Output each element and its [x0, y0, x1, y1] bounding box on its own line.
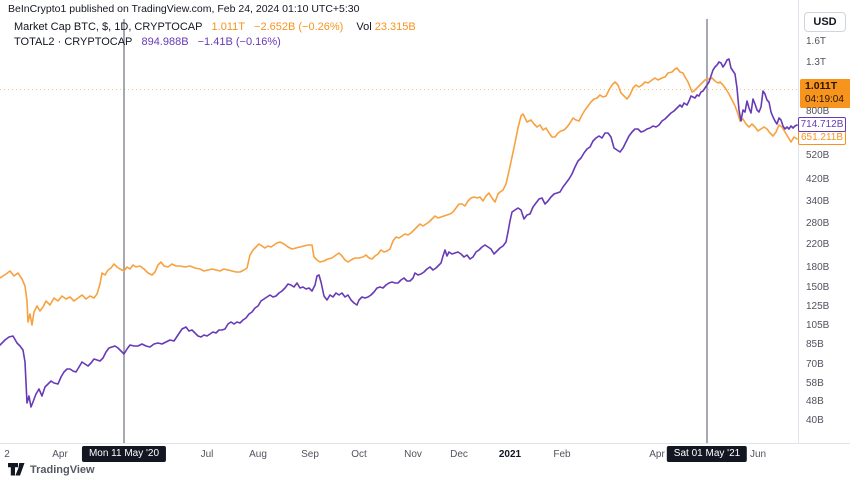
currency-toggle-button[interactable]: USD — [804, 12, 846, 32]
time-tick-Jun: Jun — [749, 449, 767, 460]
time-tick-Feb: Feb — [553, 449, 571, 460]
time-tick-Apr: Apr — [52, 449, 68, 460]
price-tick-125B: 125B — [806, 301, 830, 312]
last-price-value: 1.011T — [805, 80, 838, 92]
time-tick-Nov: Nov — [404, 449, 422, 460]
price-tick-280B: 280B — [806, 218, 830, 229]
time-tick-Aug: Aug — [249, 449, 267, 460]
price-tick-85B: 85B — [806, 339, 824, 350]
price-tick-180B: 180B — [806, 262, 830, 273]
price-tick-70B: 70B — [806, 359, 824, 370]
time-tick-Dec: Dec — [450, 449, 468, 460]
series-line-market-cap-btc — [0, 67, 798, 326]
series-line-total2 — [0, 58, 798, 408]
price-tick-150B: 150B — [806, 282, 830, 293]
series-title-total2[interactable]: TOTAL2 · CRYPTOCAP — [14, 36, 133, 48]
price-tick-340B: 340B — [806, 196, 830, 207]
price-tick-48B: 48B — [806, 396, 824, 407]
legend-row-btc: Market Cap BTC, $, 1D, CRYPTOCAP 1.011T … — [14, 21, 416, 33]
volume-value: 23.315B — [374, 21, 416, 33]
tradingview-logo-text: TradingView — [30, 463, 95, 476]
time-tick-Apr: Apr — [649, 449, 665, 460]
time-tick-Sep: Sep — [301, 449, 319, 460]
chart-canvas[interactable] — [0, 0, 798, 443]
price-tick-1.3T: 1.3T — [806, 57, 827, 68]
price-tick-220B: 220B — [806, 239, 830, 250]
price-badge-total2: 714.712B — [798, 117, 846, 132]
time-tick-Jul: Jul — [200, 449, 214, 460]
time-tick-Oct: Oct — [351, 449, 367, 460]
tradingview-logo-icon — [8, 463, 25, 476]
crosshair-date-badge-1: Sat 01 May '21 — [666, 445, 748, 462]
time-tick-2: 2 — [4, 449, 10, 460]
price-tick-420B: 420B — [806, 174, 830, 185]
volume-label: Vol — [356, 21, 372, 33]
time-tick-2021: 2021 — [498, 449, 522, 460]
crosshair-date-badge-0: Mon 11 May '20 — [81, 445, 167, 462]
tradingview-logo[interactable]: TradingView — [8, 461, 95, 478]
price-tick-800B: 800B — [806, 106, 830, 117]
price-axis[interactable]: USD 1.011T 04:19:04 714.712B 651.211B 1.… — [798, 0, 850, 443]
series-value-total2: 894.988B — [141, 36, 189, 48]
price-tick-40B: 40B — [806, 415, 824, 426]
last-price-badge: 1.011T 04:19:04 — [800, 79, 850, 108]
series-title-btc[interactable]: Market Cap BTC, $, 1D, CRYPTOCAP — [14, 21, 203, 33]
price-tick-1.6T: 1.6T — [806, 36, 827, 47]
attribution-text: BeInCrypto1 published on TradingView.com… — [8, 3, 360, 15]
legend-row-total2: TOTAL2 · CRYPTOCAP 894.988B −1.41B (−0.1… — [14, 36, 281, 48]
series-change-btc: −2.652B (−0.26%) — [254, 21, 344, 33]
time-axis[interactable]: 2AprJunJulAugSepOctNovDec2021FebAprJunMo… — [0, 443, 850, 463]
series-value-btc: 1.011T — [211, 21, 245, 33]
price-tick-105B: 105B — [806, 320, 830, 331]
bar-countdown: 04:19:04 — [805, 94, 844, 105]
series-change-total2: −1.41B (−0.16%) — [197, 36, 281, 48]
price-tick-58B: 58B — [806, 378, 824, 389]
price-badge-btc: 651.211B — [798, 130, 846, 145]
price-tick-520B: 520B — [806, 150, 830, 161]
